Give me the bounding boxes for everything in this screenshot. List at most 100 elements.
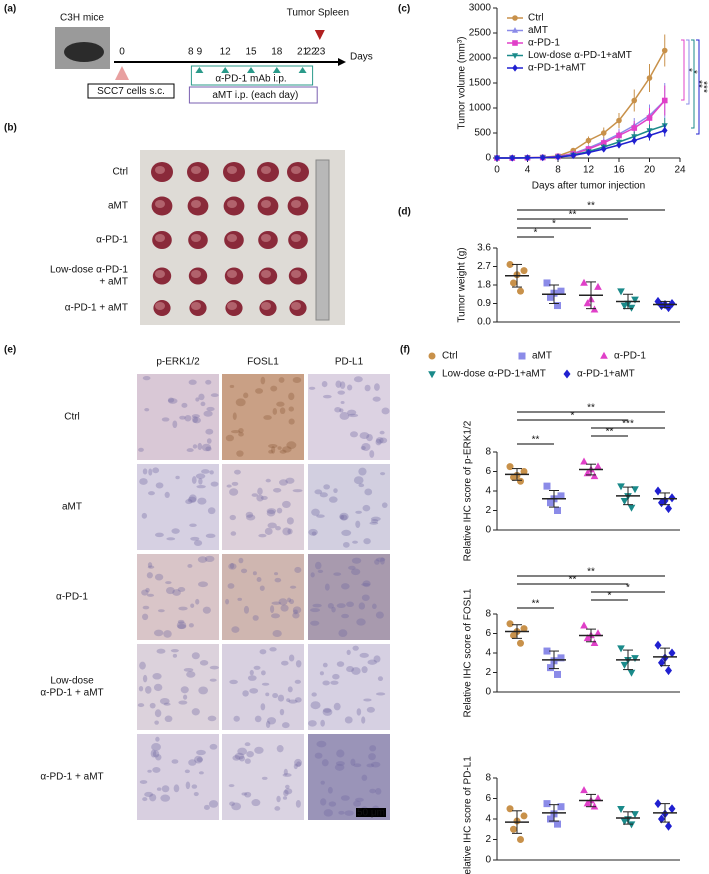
ihc-cell <box>192 417 201 424</box>
ihc-cell <box>259 585 265 591</box>
ihc-cell <box>333 488 338 494</box>
ihc-image <box>137 464 219 550</box>
tumor-highlight <box>291 302 301 310</box>
ihc-cell <box>370 761 381 768</box>
marker <box>616 132 622 139</box>
ihc-cell <box>229 562 235 569</box>
ihc-cell <box>244 742 251 747</box>
x-tick-label: 16 <box>613 165 625 176</box>
marker <box>543 800 551 808</box>
ihc-cell <box>195 598 200 605</box>
ihc-cell <box>236 450 244 457</box>
ihc-cell <box>227 583 235 589</box>
ihc-cell <box>322 708 333 716</box>
ihc-cell <box>283 768 288 776</box>
marker <box>654 799 662 809</box>
ihc-cell <box>198 771 204 775</box>
marker <box>547 293 554 301</box>
ihc-cell <box>358 602 366 610</box>
tumor-highlight <box>291 234 301 242</box>
ihc-cell <box>164 491 170 498</box>
ihc-cell <box>340 401 345 405</box>
dose-arrow <box>195 67 204 73</box>
marker <box>594 629 602 637</box>
ihc-cell <box>310 620 320 626</box>
ihc-cell <box>208 800 219 808</box>
ihc-cell <box>335 380 342 388</box>
ihc-cell <box>344 810 354 816</box>
ihc-cell <box>251 799 261 807</box>
y-axis-label: Relative IHC score of FOSL1 <box>463 588 474 717</box>
ihc-cell <box>311 692 317 697</box>
ihc-cell <box>147 565 155 569</box>
ihc-cell <box>328 496 338 503</box>
significance-bracket <box>681 39 685 101</box>
ihc-cell <box>138 686 144 692</box>
ihc-cell <box>155 736 160 742</box>
ihc-cell <box>187 496 197 503</box>
ihc-cell <box>196 485 206 489</box>
ihc-cell <box>210 393 219 398</box>
ihc-cell <box>269 605 275 613</box>
ihc-cell <box>150 749 157 758</box>
significance-label: ** <box>532 599 540 610</box>
ihc-cell <box>361 443 371 451</box>
ihc-cell <box>151 743 161 751</box>
ihc-cell <box>146 572 153 579</box>
ihc-cell <box>375 611 384 619</box>
ihc-cell <box>346 666 355 673</box>
ihc-cell <box>226 484 232 488</box>
ihc-cell <box>341 613 350 619</box>
marker <box>555 153 561 161</box>
ihc-cell <box>273 487 282 493</box>
inoculation-arrow <box>115 66 129 80</box>
ihc-cell <box>205 533 216 539</box>
ihc-cell <box>232 412 237 420</box>
ihc-cell <box>238 428 244 434</box>
ihc-cell <box>294 679 301 684</box>
ihc-image <box>137 644 219 730</box>
legend-label: aMT <box>528 25 548 36</box>
significance-label: * <box>552 219 556 230</box>
marker <box>518 352 526 360</box>
ihc-cell <box>282 446 292 453</box>
row-label: aMT <box>62 502 82 513</box>
ruler <box>315 159 330 321</box>
ihc-cell <box>292 376 302 383</box>
ihc-cell <box>276 507 283 514</box>
legend-label: α-PD-1 <box>614 351 646 362</box>
significance-label: ** <box>606 427 614 438</box>
ihc-cell <box>375 438 382 446</box>
y-tick-label: 3000 <box>469 3 492 14</box>
ihc-cell <box>327 786 333 794</box>
ihc-cell <box>243 605 250 614</box>
ihc-cell <box>197 556 208 563</box>
ihc-cell <box>347 384 353 391</box>
ihc-cell <box>323 809 333 817</box>
ihc-cell <box>139 661 146 670</box>
ihc-cell <box>310 701 321 710</box>
ihc-cell <box>191 414 200 419</box>
ihc-cell <box>334 763 345 771</box>
significance-label: ** <box>532 435 540 446</box>
ihc-cell <box>152 767 161 773</box>
ihc-cell <box>339 381 346 389</box>
ihc-cell <box>196 749 206 756</box>
day-label: 12 <box>220 47 232 58</box>
ihc-cell <box>316 740 327 748</box>
ihc-cell <box>142 797 148 802</box>
marker <box>627 669 636 677</box>
ihc-cell <box>200 401 206 407</box>
ihc-cell <box>265 720 271 729</box>
ihc-cell <box>363 698 372 702</box>
ihc-cell <box>338 629 348 638</box>
ihc-cell <box>279 708 285 716</box>
ihc-cell <box>234 469 241 475</box>
ihc-cell <box>176 621 187 629</box>
marker <box>512 40 518 46</box>
legend-label: Ctrl <box>528 13 544 24</box>
marker <box>517 836 524 843</box>
legend-label: Low-dose α-PD-1+aMT <box>442 369 546 380</box>
ihc-image <box>308 734 390 820</box>
